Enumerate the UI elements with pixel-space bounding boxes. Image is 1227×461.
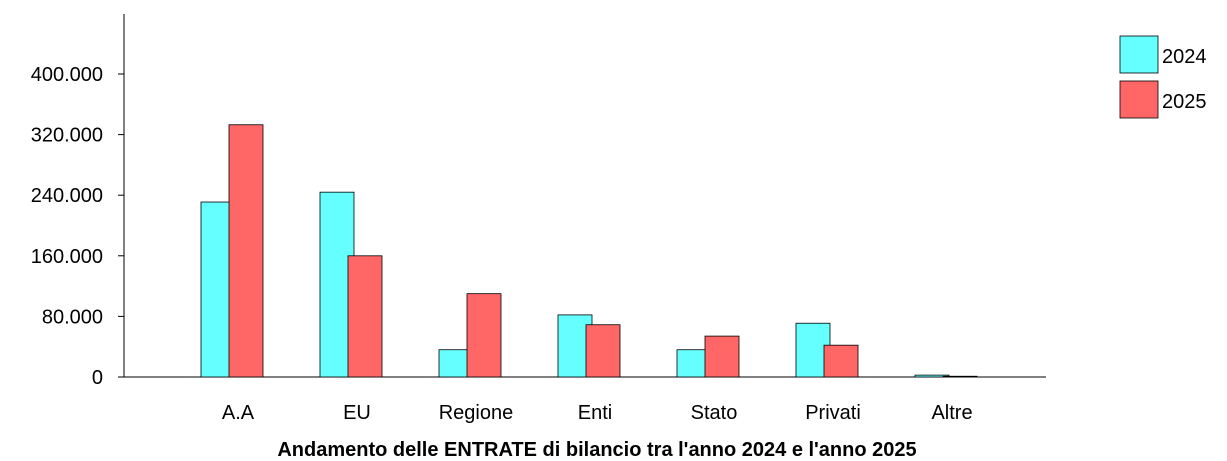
y-tick-label: 240.000 bbox=[31, 185, 103, 207]
y-tick-label: 80.000 bbox=[42, 306, 103, 328]
bar-2025-stato bbox=[704, 335, 740, 378]
x-category-label: Privati bbox=[805, 402, 861, 424]
x-category-label: A.A bbox=[222, 402, 255, 424]
legend-label-2025: 2025 bbox=[1162, 91, 1207, 113]
bars-group bbox=[200, 124, 978, 378]
category-labels: A.A EU Regione Enti Stato Privati Altre bbox=[222, 402, 973, 424]
legend-swatch-2025 bbox=[1119, 80, 1159, 119]
x-category-label: Stato bbox=[691, 402, 738, 424]
bar-2025-privati bbox=[823, 344, 859, 378]
y-tick-label: 0 bbox=[92, 367, 103, 389]
x-category-label: Regione bbox=[439, 402, 514, 424]
legend-label-2024: 2024 bbox=[1162, 46, 1207, 68]
bar-2025-eu bbox=[347, 255, 383, 378]
y-tick-label: 400.000 bbox=[31, 64, 103, 86]
bar-2025-regione bbox=[466, 293, 502, 378]
x-category-label: Enti bbox=[578, 402, 612, 424]
y-tick-label: 160.000 bbox=[31, 246, 103, 268]
y-axis-ticks: 0 80.000 160.000 240.000 320.000 400.000 bbox=[31, 64, 124, 389]
chart-title: Andamento delle ENTRATE di bilancio tra … bbox=[277, 439, 916, 461]
legend: 2024 2025 bbox=[1119, 35, 1207, 119]
y-tick-label: 320.000 bbox=[31, 125, 103, 147]
bar-2025-enti bbox=[585, 324, 621, 378]
bar-2025-altre bbox=[942, 375, 978, 378]
x-category-label: EU bbox=[343, 402, 371, 424]
x-category-label: Altre bbox=[931, 402, 972, 424]
legend-swatch-2024 bbox=[1119, 35, 1159, 74]
bar-2025-a-a bbox=[228, 124, 264, 378]
